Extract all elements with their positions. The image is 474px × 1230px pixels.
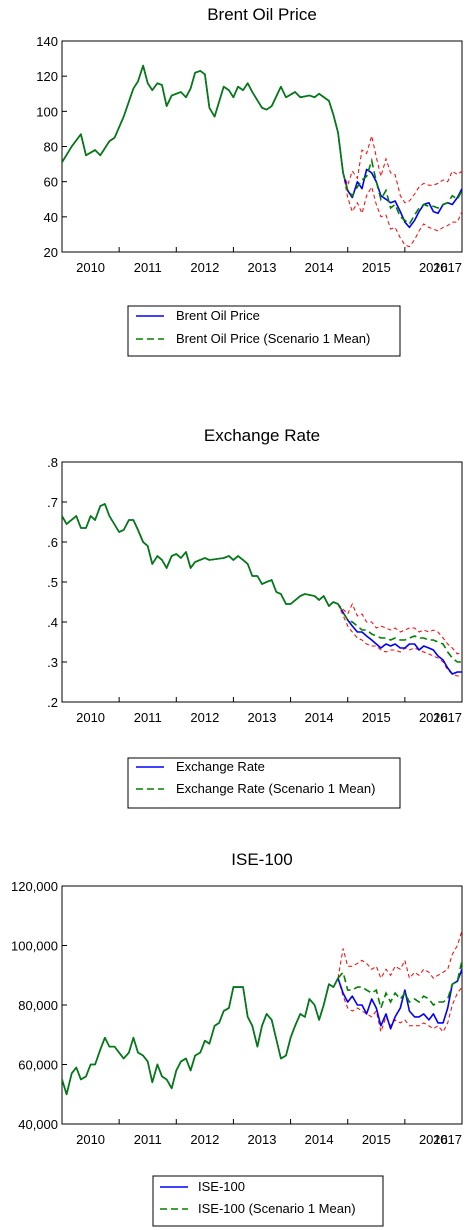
series-group <box>62 64 462 248</box>
scenario-mean-line <box>337 603 462 663</box>
y-tick-label: .6 <box>47 535 58 550</box>
x-tick-label: 2013 <box>248 260 277 275</box>
y-tick-label: 60,000 <box>18 1058 58 1073</box>
x-tick-label: 2017 <box>433 710 462 725</box>
y-tick-label: 20 <box>44 245 58 260</box>
legend-label-actual: ISE-100 <box>198 1179 245 1194</box>
upper-band-line <box>337 602 462 655</box>
y-tick-label: .3 <box>47 655 58 670</box>
chart-0: Brent Oil Price 20 40 60 80 100 120 140 2010 2011… <box>36 5 463 357</box>
x-tick-label: 2016 <box>419 1132 448 1147</box>
x-tick-label: 2011 <box>134 1132 162 1147</box>
y-tick-label: .2 <box>47 695 58 710</box>
legend-label-actual: Exchange Rate <box>176 759 265 774</box>
y-tick-label: 40 <box>44 210 58 225</box>
plot-frame <box>61 461 463 703</box>
x-tick-label: 2012 <box>190 1132 219 1147</box>
chart-1: Exchange Rate .2 .3 .4 .5 .6 .7 .8 2010 2011 2012 2… <box>47 426 463 809</box>
y-tick-label: 80,000 <box>18 998 58 1013</box>
x-tick-label: 2015 <box>362 260 391 275</box>
lower-band-line <box>342 172 462 248</box>
y-tick-label: 60 <box>44 175 58 190</box>
x-tick-label: 2010 <box>76 710 105 725</box>
y-tick-label: 140 <box>36 34 58 49</box>
legend-box <box>127 305 401 357</box>
chart-title: Brent Oil Price <box>207 5 317 24</box>
x-tick-label: 2015 <box>362 710 391 725</box>
x-tick-label: 2017 <box>433 260 462 275</box>
chart-2: ISE-100 40,000 60,000 80,000 100,000 120,000 2… <box>11 850 463 1227</box>
y-tick-label: 100 <box>36 104 58 119</box>
historical-mean-overlap-line <box>62 977 339 1096</box>
y-tick-label: 40,000 <box>18 1117 58 1132</box>
chart-title: ISE-100 <box>231 850 292 869</box>
historical-mean-overlap-line <box>62 503 339 607</box>
upper-band-line <box>342 135 462 204</box>
y-tick-label: 80 <box>44 140 58 155</box>
legend-label-mean: Exchange Rate (Scenario 1 Mean) <box>176 781 375 796</box>
plot-frame <box>61 40 463 253</box>
legend: Brent Oil Price Brent Oil Price (Scenario… <box>127 305 401 357</box>
y-tick-label: .7 <box>47 495 58 510</box>
x-tick-label: 2016 <box>419 710 448 725</box>
actual-series-line <box>62 64 462 229</box>
actual-series-line <box>62 967 462 1096</box>
plot-frame <box>61 885 463 1125</box>
series-group <box>62 503 462 677</box>
x-tick-label: 2011 <box>134 710 162 725</box>
x-tick-label: 2013 <box>248 710 277 725</box>
y-tick-label: 120,000 <box>11 879 58 894</box>
legend-label-mean: ISE-100 (Scenario 1 Mean) <box>198 1201 356 1216</box>
chart-title: Exchange Rate <box>204 426 320 445</box>
x-tick-label: 2014 <box>305 710 334 725</box>
x-tick-label: 2016 <box>419 260 448 275</box>
legend-box <box>152 1175 384 1227</box>
x-tick-label: 2012 <box>190 710 219 725</box>
x-tick-label: 2010 <box>76 1132 105 1147</box>
legend-label-actual: Brent Oil Price <box>176 308 260 323</box>
x-tick-label: 2017 <box>433 1132 462 1147</box>
x-tick-label: 2014 <box>305 1132 334 1147</box>
legend: ISE-100 ISE-100 (Scenario 1 Mean) <box>152 1175 384 1227</box>
y-tick-label: .5 <box>47 575 58 590</box>
x-tick-label: 2013 <box>248 1132 277 1147</box>
lower-band-line <box>337 978 462 1034</box>
x-tick-label: 2010 <box>76 260 105 275</box>
y-tick-label: 120 <box>36 69 58 84</box>
scenario-mean-line <box>342 157 462 226</box>
legend-box <box>127 757 401 809</box>
upper-band-line <box>337 930 462 980</box>
x-tick-label: 2014 <box>305 260 334 275</box>
scenario-mean-line <box>337 959 462 1011</box>
lower-band-line <box>337 603 462 677</box>
y-tick-label: .4 <box>47 615 58 630</box>
y-tick-label: 100,000 <box>11 939 58 954</box>
x-tick-label: 2012 <box>190 260 219 275</box>
legend-label-mean: Brent Oil Price (Scenario 1 Mean) <box>176 331 370 346</box>
historical-mean-overlap-line <box>62 64 344 173</box>
x-tick-label: 2011 <box>134 260 162 275</box>
x-tick-label: 2015 <box>362 1132 391 1147</box>
legend: Exchange Rate Exchange Rate (Scenario 1 M… <box>127 757 401 809</box>
y-tick-label: .8 <box>47 455 58 470</box>
series-group <box>62 930 462 1096</box>
